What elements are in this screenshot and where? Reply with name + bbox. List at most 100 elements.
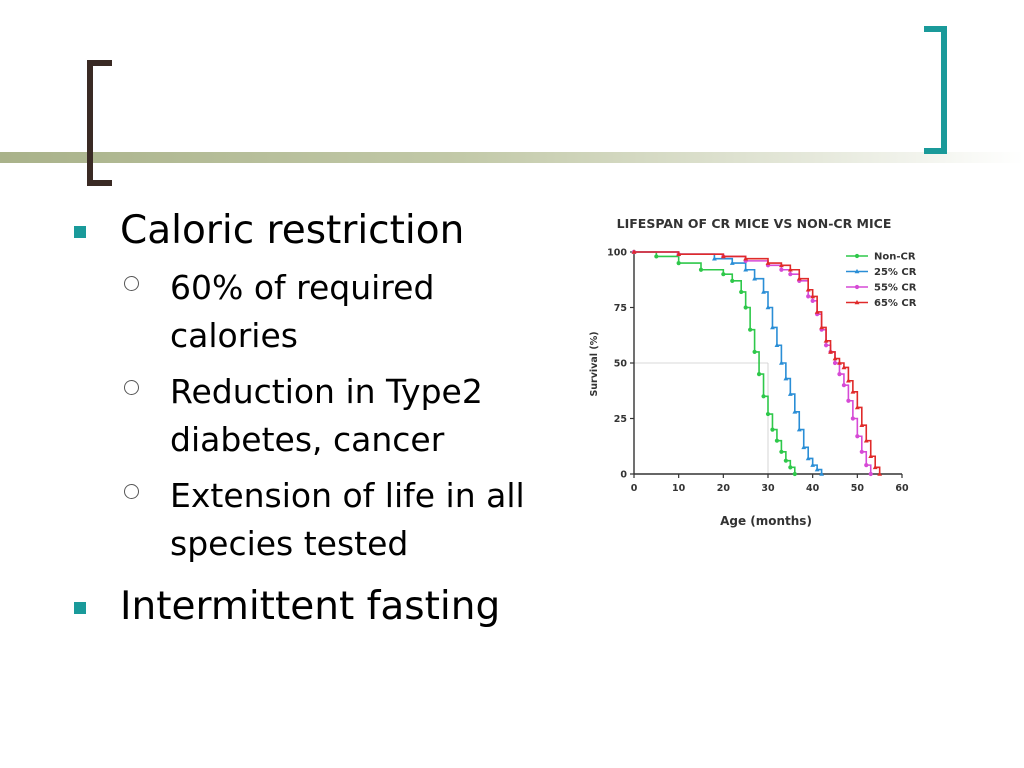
legend-label: 25% CR bbox=[874, 267, 917, 278]
sub-bullet-text: Reduction in Type2 diabetes, cancer bbox=[170, 372, 483, 459]
circle-bullet-icon bbox=[124, 484, 139, 499]
data-point bbox=[823, 343, 829, 348]
data-point bbox=[855, 434, 860, 439]
data-point bbox=[810, 293, 816, 299]
data-point bbox=[846, 398, 851, 403]
data-point bbox=[792, 471, 797, 477]
data-point bbox=[863, 438, 869, 443]
data-point bbox=[864, 463, 869, 468]
data-point bbox=[752, 349, 757, 354]
data-point bbox=[765, 304, 771, 310]
bullet-caloric-restriction: Caloric restriction bbox=[70, 206, 570, 256]
data-point bbox=[756, 372, 762, 377]
data-point bbox=[814, 309, 820, 314]
data-point bbox=[676, 261, 681, 266]
x-tick-label: 0 bbox=[631, 483, 638, 494]
data-point bbox=[761, 394, 766, 399]
bullet-list: Caloric restriction 60% of required calo… bbox=[70, 206, 570, 640]
bullet-text: Caloric restriction bbox=[120, 208, 465, 253]
data-point bbox=[770, 427, 775, 432]
y-axis-label: Survival (%) bbox=[589, 331, 600, 396]
data-point bbox=[743, 256, 749, 261]
series-line bbox=[634, 251, 823, 474]
data-point bbox=[788, 272, 793, 277]
right-bracket-shape bbox=[924, 26, 947, 154]
data-point bbox=[787, 391, 793, 396]
data-point bbox=[854, 253, 860, 259]
data-point bbox=[841, 364, 847, 370]
sub-bullet-text: Extension of life in all species tested bbox=[170, 476, 525, 563]
data-point bbox=[805, 455, 811, 461]
data-point bbox=[698, 267, 704, 272]
data-point bbox=[828, 349, 833, 354]
data-point bbox=[654, 254, 659, 259]
data-point bbox=[774, 438, 780, 443]
data-point bbox=[814, 466, 820, 472]
data-point bbox=[783, 375, 789, 381]
data-point bbox=[810, 298, 815, 303]
data-point bbox=[810, 462, 816, 467]
data-point bbox=[779, 360, 784, 365]
data-point bbox=[846, 378, 851, 383]
data-point bbox=[823, 338, 829, 343]
data-point bbox=[859, 449, 864, 454]
data-point bbox=[730, 278, 735, 283]
data-point bbox=[796, 427, 802, 432]
data-point bbox=[837, 360, 842, 365]
data-point bbox=[779, 449, 784, 454]
data-point bbox=[806, 294, 811, 299]
data-point bbox=[774, 342, 780, 348]
data-point bbox=[805, 287, 811, 292]
data-point bbox=[752, 276, 757, 281]
circle-bullet-icon bbox=[124, 276, 139, 291]
data-point bbox=[783, 458, 788, 463]
legend-label: 65% CR bbox=[874, 298, 917, 309]
data-point bbox=[743, 305, 748, 310]
sub-bullet-reduction: Reduction in Type2 diabetes, cancer bbox=[70, 368, 570, 464]
x-tick-label: 60 bbox=[895, 483, 909, 494]
data-point bbox=[779, 267, 784, 272]
chart-title: LIFESPAN OF CR MICE VS NON-CR MICE bbox=[617, 216, 892, 231]
data-point bbox=[841, 383, 847, 388]
legend-label: Non-CR bbox=[874, 252, 916, 263]
data-point bbox=[739, 289, 744, 295]
sub-bullet-extension: Extension of life in all species tested bbox=[70, 472, 570, 568]
y-tick-label: 0 bbox=[620, 470, 627, 481]
data-point bbox=[743, 267, 749, 272]
y-tick-label: 50 bbox=[614, 359, 628, 370]
survival-chart: LIFESPAN OF CR MICE VS NON-CR MICE Age (… bbox=[589, 216, 917, 528]
data-point bbox=[819, 471, 824, 476]
data-point bbox=[676, 251, 682, 257]
sub-bullet-text: 60% of required calories bbox=[170, 268, 435, 355]
data-point bbox=[877, 471, 883, 476]
data-point bbox=[721, 272, 726, 277]
circle-bullet-icon bbox=[124, 380, 139, 395]
title-rule bbox=[0, 152, 1024, 163]
y-tick-label: 25 bbox=[614, 414, 627, 425]
data-point bbox=[770, 324, 775, 330]
data-point bbox=[854, 404, 860, 410]
square-bullet-icon bbox=[74, 602, 86, 614]
bullet-intermittent-fasting: Intermittent fasting bbox=[70, 582, 570, 632]
data-point bbox=[729, 260, 735, 265]
x-tick-label: 50 bbox=[851, 483, 865, 494]
legend-label: 55% CR bbox=[874, 283, 917, 294]
data-point bbox=[787, 267, 793, 272]
data-point bbox=[868, 453, 874, 459]
data-point bbox=[631, 249, 637, 254]
data-point bbox=[854, 268, 860, 274]
data-point bbox=[761, 289, 766, 294]
data-point bbox=[832, 355, 838, 361]
data-point bbox=[819, 324, 824, 330]
data-point bbox=[779, 262, 784, 268]
data-point bbox=[765, 411, 771, 417]
bullet-text: Intermittent fasting bbox=[120, 584, 501, 629]
data-point bbox=[792, 409, 798, 414]
data-point bbox=[850, 389, 856, 394]
x-tick-label: 30 bbox=[761, 483, 775, 494]
y-tick-label: 100 bbox=[607, 248, 627, 259]
x-axis-label: Age (months) bbox=[720, 514, 812, 528]
x-tick-label: 40 bbox=[806, 483, 820, 494]
square-bullet-icon bbox=[74, 226, 86, 238]
data-point bbox=[872, 464, 878, 470]
